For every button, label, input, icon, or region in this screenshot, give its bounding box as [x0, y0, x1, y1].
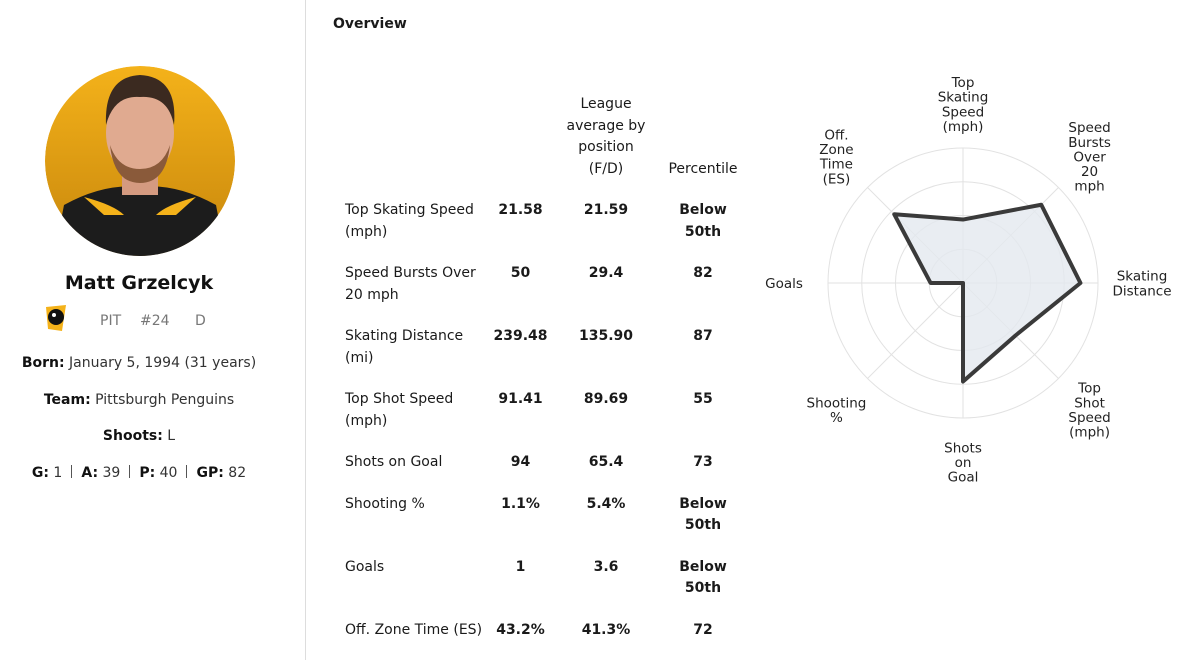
axis-label: Shots on Goal	[944, 440, 982, 485]
column-header: League average by position (F/D)	[566, 96, 646, 177]
axis-label: Shooting%	[807, 395, 867, 426]
axis-label: Goals	[765, 276, 803, 292]
cell-value: 50	[510, 265, 531, 281]
stat-value: 82	[228, 465, 247, 481]
table-row: Off. Zone Time (ES) 43.2% 41.3% 72	[345, 610, 742, 652]
value: L	[167, 428, 176, 444]
metric-name: Goals	[345, 558, 385, 575]
player-position: D	[195, 313, 206, 329]
team-logo	[46, 305, 66, 331]
cell-value: 1.1%	[501, 495, 540, 512]
metric-name: Top Shot Speed (mph)	[345, 391, 454, 429]
cell-value: 239.48	[493, 328, 548, 344]
label: Team:	[43, 392, 91, 408]
avatar	[45, 66, 235, 256]
table-row: Goals 1 3.6 Below 50th	[345, 547, 742, 610]
separator	[71, 465, 73, 478]
table-row: Shooting % 1.1% 5.4% Below 50th	[345, 484, 742, 547]
stats-row: G: 1 A: 39 P: 40 GP: 82	[0, 465, 278, 481]
table-row: Skating Distance (mi) 239.48 135.90 87	[345, 316, 742, 379]
section-title: Overview	[333, 16, 407, 32]
axis-label: Off. Zone Time (ES)	[819, 128, 854, 188]
player-name: Matt Grzelcyk	[64, 272, 214, 294]
cell-value: 41.3%	[581, 621, 631, 638]
cell-value: 89.69	[583, 391, 629, 407]
cell-value: 82	[693, 265, 713, 281]
cell-value: 72	[693, 621, 713, 638]
team-abbr: PIT	[100, 313, 122, 329]
value: Pittsburgh Penguins	[95, 392, 235, 408]
axis-line	[867, 282, 964, 379]
label: Shoots:	[102, 428, 163, 444]
stat-label: A:	[81, 465, 99, 481]
stat-label: P:	[139, 465, 156, 481]
axis-label: Skating Distance	[1112, 269, 1171, 300]
metric-name: Top Skating Speed (mph)	[345, 202, 474, 240]
cell-value: 1	[515, 558, 526, 575]
metric-name: Skating Distance (mi)	[345, 328, 464, 366]
cell-value: 29.4	[588, 265, 624, 281]
metric-name: Shots on Goal	[345, 454, 443, 470]
metric-name: Off. Zone Time (ES)	[345, 621, 483, 638]
axis-label: Speed Bursts Over 20 mph	[1068, 120, 1111, 194]
cell-value: 87	[693, 328, 713, 344]
table-row: Speed Bursts Over 20 mph 50 29.4 82	[345, 253, 742, 316]
team-row: Team: Pittsburgh Penguins	[0, 392, 278, 408]
player-panel: Matt Grzelcyk PIT #24 D Born: January 5,…	[0, 0, 306, 660]
column-header: Percentile	[668, 160, 738, 177]
stat-value: 39	[102, 465, 121, 481]
cell-value: 135.90	[578, 328, 634, 344]
cell-value: 3.6	[593, 558, 619, 575]
metric-name: Speed Bursts Over 20 mph	[345, 265, 476, 303]
stat-label: G:	[31, 465, 49, 481]
stat-value: 40	[159, 465, 178, 481]
cell-value: 5.4%	[586, 495, 626, 512]
label: Born:	[21, 355, 65, 371]
cell-value: Below 50th	[679, 202, 727, 240]
stat-value: 1	[53, 465, 63, 481]
separator	[129, 465, 131, 478]
axis-label: Top Skating Speed (mph)	[938, 75, 989, 135]
cell-value: 21.59	[583, 202, 629, 218]
table-row: Top Skating Speed (mph) 21.58 21.59 Below 5…	[345, 190, 742, 253]
cell-value: Below 50th	[679, 495, 727, 534]
cell-value: 94	[510, 454, 531, 470]
cell-value: 91.41	[498, 391, 543, 407]
player-number: #24	[140, 313, 170, 329]
radar-area	[892, 202, 1083, 384]
cell-value: 65.4	[588, 454, 624, 470]
cell-value: 55	[693, 391, 713, 407]
metric-name: Shooting %	[345, 495, 425, 512]
cell-value: 43.2%	[496, 621, 545, 638]
value: January 5, 1994 (31 years)	[69, 355, 257, 371]
cell-value: 73	[693, 454, 713, 470]
stats-table: League average by position (F/D) Percent…	[345, 84, 742, 651]
separator	[186, 465, 188, 478]
axis-label: Top Shot Speed (mph)	[1068, 381, 1110, 441]
shoots-row: Shoots: L	[0, 428, 278, 444]
cell-value: Below 50th	[679, 558, 727, 597]
table-row: Shots on Goal 94 65.4 73	[345, 442, 742, 484]
born-row: Born: January 5, 1994 (31 years)	[0, 355, 278, 371]
stat-label: GP:	[196, 465, 224, 481]
radar-chart: Top Skating Speed (mph) Speed Bursts Over 20 mph…	[765, 75, 1171, 486]
table-row: Top Shot Speed (mph) 91.41 89.69 55	[345, 379, 742, 442]
cell-value: 21.58	[498, 202, 543, 218]
